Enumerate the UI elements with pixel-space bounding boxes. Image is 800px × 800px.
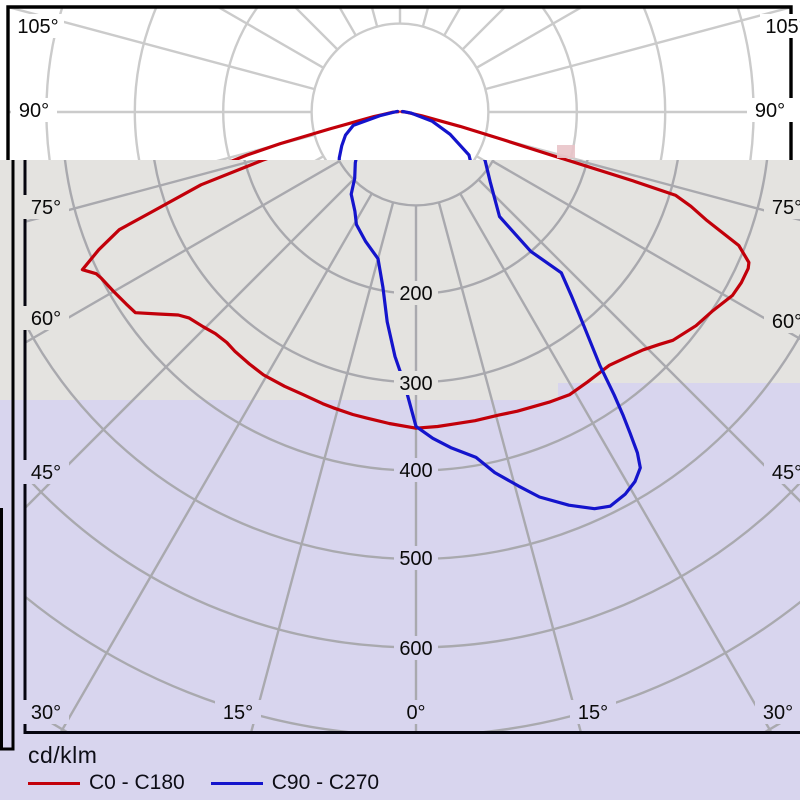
label-halo [23,700,69,724]
legend-label-c90-c270: C90 - C270 [271,771,380,794]
angle-label: 75° [31,197,61,219]
angle-label: 45° [772,462,800,484]
angle-label: 30° [763,702,793,724]
ring-label: 600 [399,638,432,660]
polar-grid-ray [60,192,373,731]
label-halo [23,306,69,330]
label-halo [570,700,616,724]
label-halo [399,700,433,724]
legend: cd/klm C0 - C180 C90 - C270 [28,742,379,795]
polar-grid-ray [250,202,395,731]
ring-label: 400 [399,460,432,482]
label-halo [12,14,64,38]
angle-label: 15° [223,702,253,724]
label-halo [764,309,800,333]
angle-label: 90° [755,100,785,122]
angle-label: 45° [31,462,61,484]
top-window-border [6,5,793,160]
label-halo [755,700,800,724]
angle-label: 30° [31,702,61,724]
c0-c180-line-swatch [28,781,80,785]
lavender-band-right [558,383,800,800]
polar-grid-ray [8,7,315,91]
polar-grid-ray [25,160,341,345]
angle-label: 60° [772,311,800,333]
polar-grid-ray [459,192,772,731]
polar-grid-ray [491,160,800,341]
unit-label: cd/klm [28,742,98,768]
polar-grid-ray [485,7,791,91]
window-seam-artifact [557,145,575,158]
label-halo [23,460,69,484]
angle-label: 105° [765,16,800,38]
angle-label: 0° [406,702,425,724]
ring-label-halo [394,371,438,395]
c90-c270-line-swatch [210,781,263,785]
angle-label: 60° [31,308,61,330]
ring-label-halo [394,546,438,570]
label-halo [764,195,800,219]
curve-c90-c270 [349,160,642,511]
angle-label: 15° [578,702,608,724]
label-halo [215,700,261,724]
polar-grid-ray [571,160,800,222]
ring-label: 500 [399,548,432,570]
label-halo [23,195,69,219]
legend-row: C0 - C180 C90 - C270 [28,771,379,795]
lavender-band-left [0,400,558,800]
label-halo [747,98,793,122]
ring-label-halo [394,636,438,660]
angle-label: 105° [17,16,58,38]
polar-grid-ray [437,202,582,731]
legend-label-c0-c180: C0 - C180 [89,771,185,794]
label-halo [760,14,800,38]
label-halo [764,460,800,484]
ring-label-halo [394,458,438,482]
ring-label: 200 [399,283,432,305]
ring-label: 300 [399,373,432,395]
polar-grid-ray [25,160,261,224]
angle-label: 75° [772,197,800,219]
ring-label-halo [394,281,438,305]
angle-label: 90° [19,100,49,122]
label-halo [11,98,57,122]
